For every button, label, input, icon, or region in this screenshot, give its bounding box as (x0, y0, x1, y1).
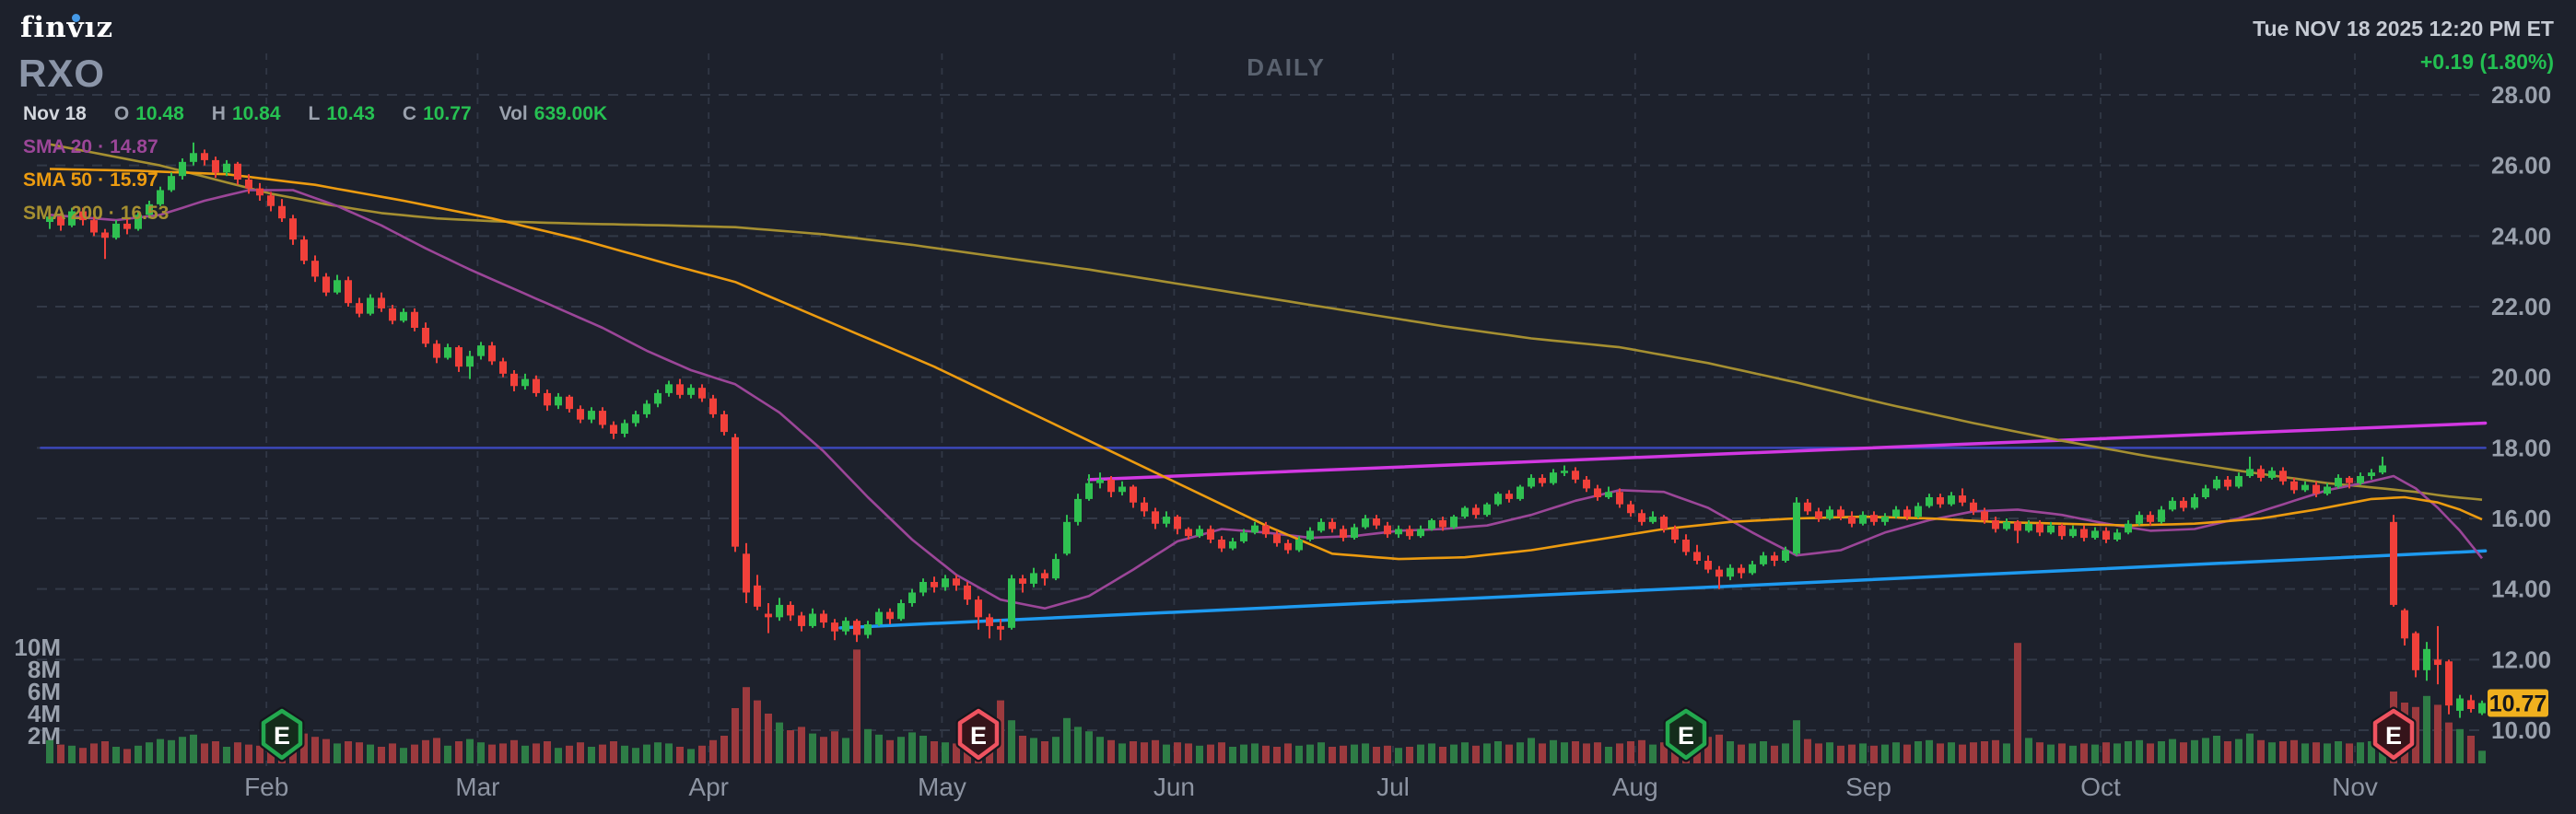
price-tick-label: 26.00 (2491, 152, 2551, 180)
quote-open: O 10.48 (113, 103, 184, 124)
ticker-symbol: RXO (18, 52, 106, 95)
quote-low: L 10.43 (308, 103, 375, 124)
price-tick-label: 20.00 (2491, 364, 2551, 391)
sma-50-legend: SMA 50 · 15.97 (23, 169, 158, 191)
volume-tick-label: 6M (28, 678, 61, 705)
price-tick-label: 18.00 (2491, 434, 2551, 461)
sma-line-sma-20 (49, 189, 2484, 610)
earnings-badge[interactable]: E (955, 706, 1001, 762)
last-price-tag: 10.77 (2488, 689, 2548, 717)
month-label: Sep (1845, 773, 1891, 801)
candles (46, 142, 2486, 718)
month-label: Oct (2080, 773, 2121, 801)
sma-200-legend: SMA 200 · 16.53 (23, 203, 170, 224)
timeframe-label: DAILY (1247, 53, 1326, 81)
trendline-rising-support (838, 549, 2488, 630)
svg-text:E: E (274, 722, 290, 750)
quote-close: C 10.77 (402, 103, 472, 124)
svg-text:E: E (970, 722, 987, 750)
quote-datetime: Tue NOV 18 2025 12:20 PM ET (2253, 17, 2554, 41)
price-tick-label: 12.00 (2491, 645, 2551, 673)
logo-text-i: ı (84, 11, 97, 44)
month-label: Feb (244, 773, 288, 801)
month-label: Apr (688, 773, 729, 801)
month-label: Aug (1612, 773, 1658, 801)
volume-bars (46, 643, 2486, 763)
earnings-badge[interactable]: E (259, 706, 305, 762)
month-label: Jun (1153, 773, 1195, 801)
svg-text:E: E (2385, 722, 2402, 750)
volume-tick-label: 8M (28, 656, 61, 683)
month-label: Nov (2332, 773, 2378, 801)
logo-blue-dot-icon (72, 14, 80, 22)
earnings-badge[interactable]: E (1663, 706, 1709, 762)
quote-high: H 10.84 (211, 103, 281, 124)
sma-line-sma-50 (49, 168, 2483, 561)
sma-20-legend: SMA 20 · 14.87 (23, 136, 158, 157)
month-label: Jul (1376, 773, 1410, 801)
finviz-logo[interactable]: finvız (20, 11, 113, 44)
quote-change: +0.19 (1.80%) (2419, 50, 2554, 74)
earnings-badge[interactable]: E (2371, 706, 2417, 762)
month-label: May (918, 773, 966, 801)
price-tick-label: 24.00 (2491, 222, 2551, 250)
volume-tick-label: 2M (28, 722, 61, 750)
svg-text:E: E (1678, 722, 1694, 750)
month-label: Mar (455, 773, 499, 801)
volume-tick-label: 10M (14, 634, 61, 661)
grid-layer (37, 53, 2480, 766)
sma-line-sma-200 (49, 143, 2483, 501)
price-tick-label: 10.00 (2491, 716, 2551, 744)
quote-summary: Nov 18 O 10.48 H 10.84 L 10.43 C 10.77 Vol 63… (23, 103, 607, 125)
price-tick-label: 28.00 (2491, 81, 2551, 109)
quote-date: Nov 18 (23, 103, 87, 124)
price-tick-label: 16.00 (2491, 505, 2551, 532)
svg-text:10.77: 10.77 (2489, 691, 2547, 716)
logo-text-post: z (96, 11, 114, 44)
volume-tick-label: 4M (28, 700, 61, 727)
quote-volume: Vol 639.00K (498, 103, 608, 124)
price-tick-label: 14.00 (2491, 576, 2551, 603)
trendline-rising-channel-top (1087, 421, 2488, 482)
price-tick-label: 22.00 (2491, 293, 2551, 320)
